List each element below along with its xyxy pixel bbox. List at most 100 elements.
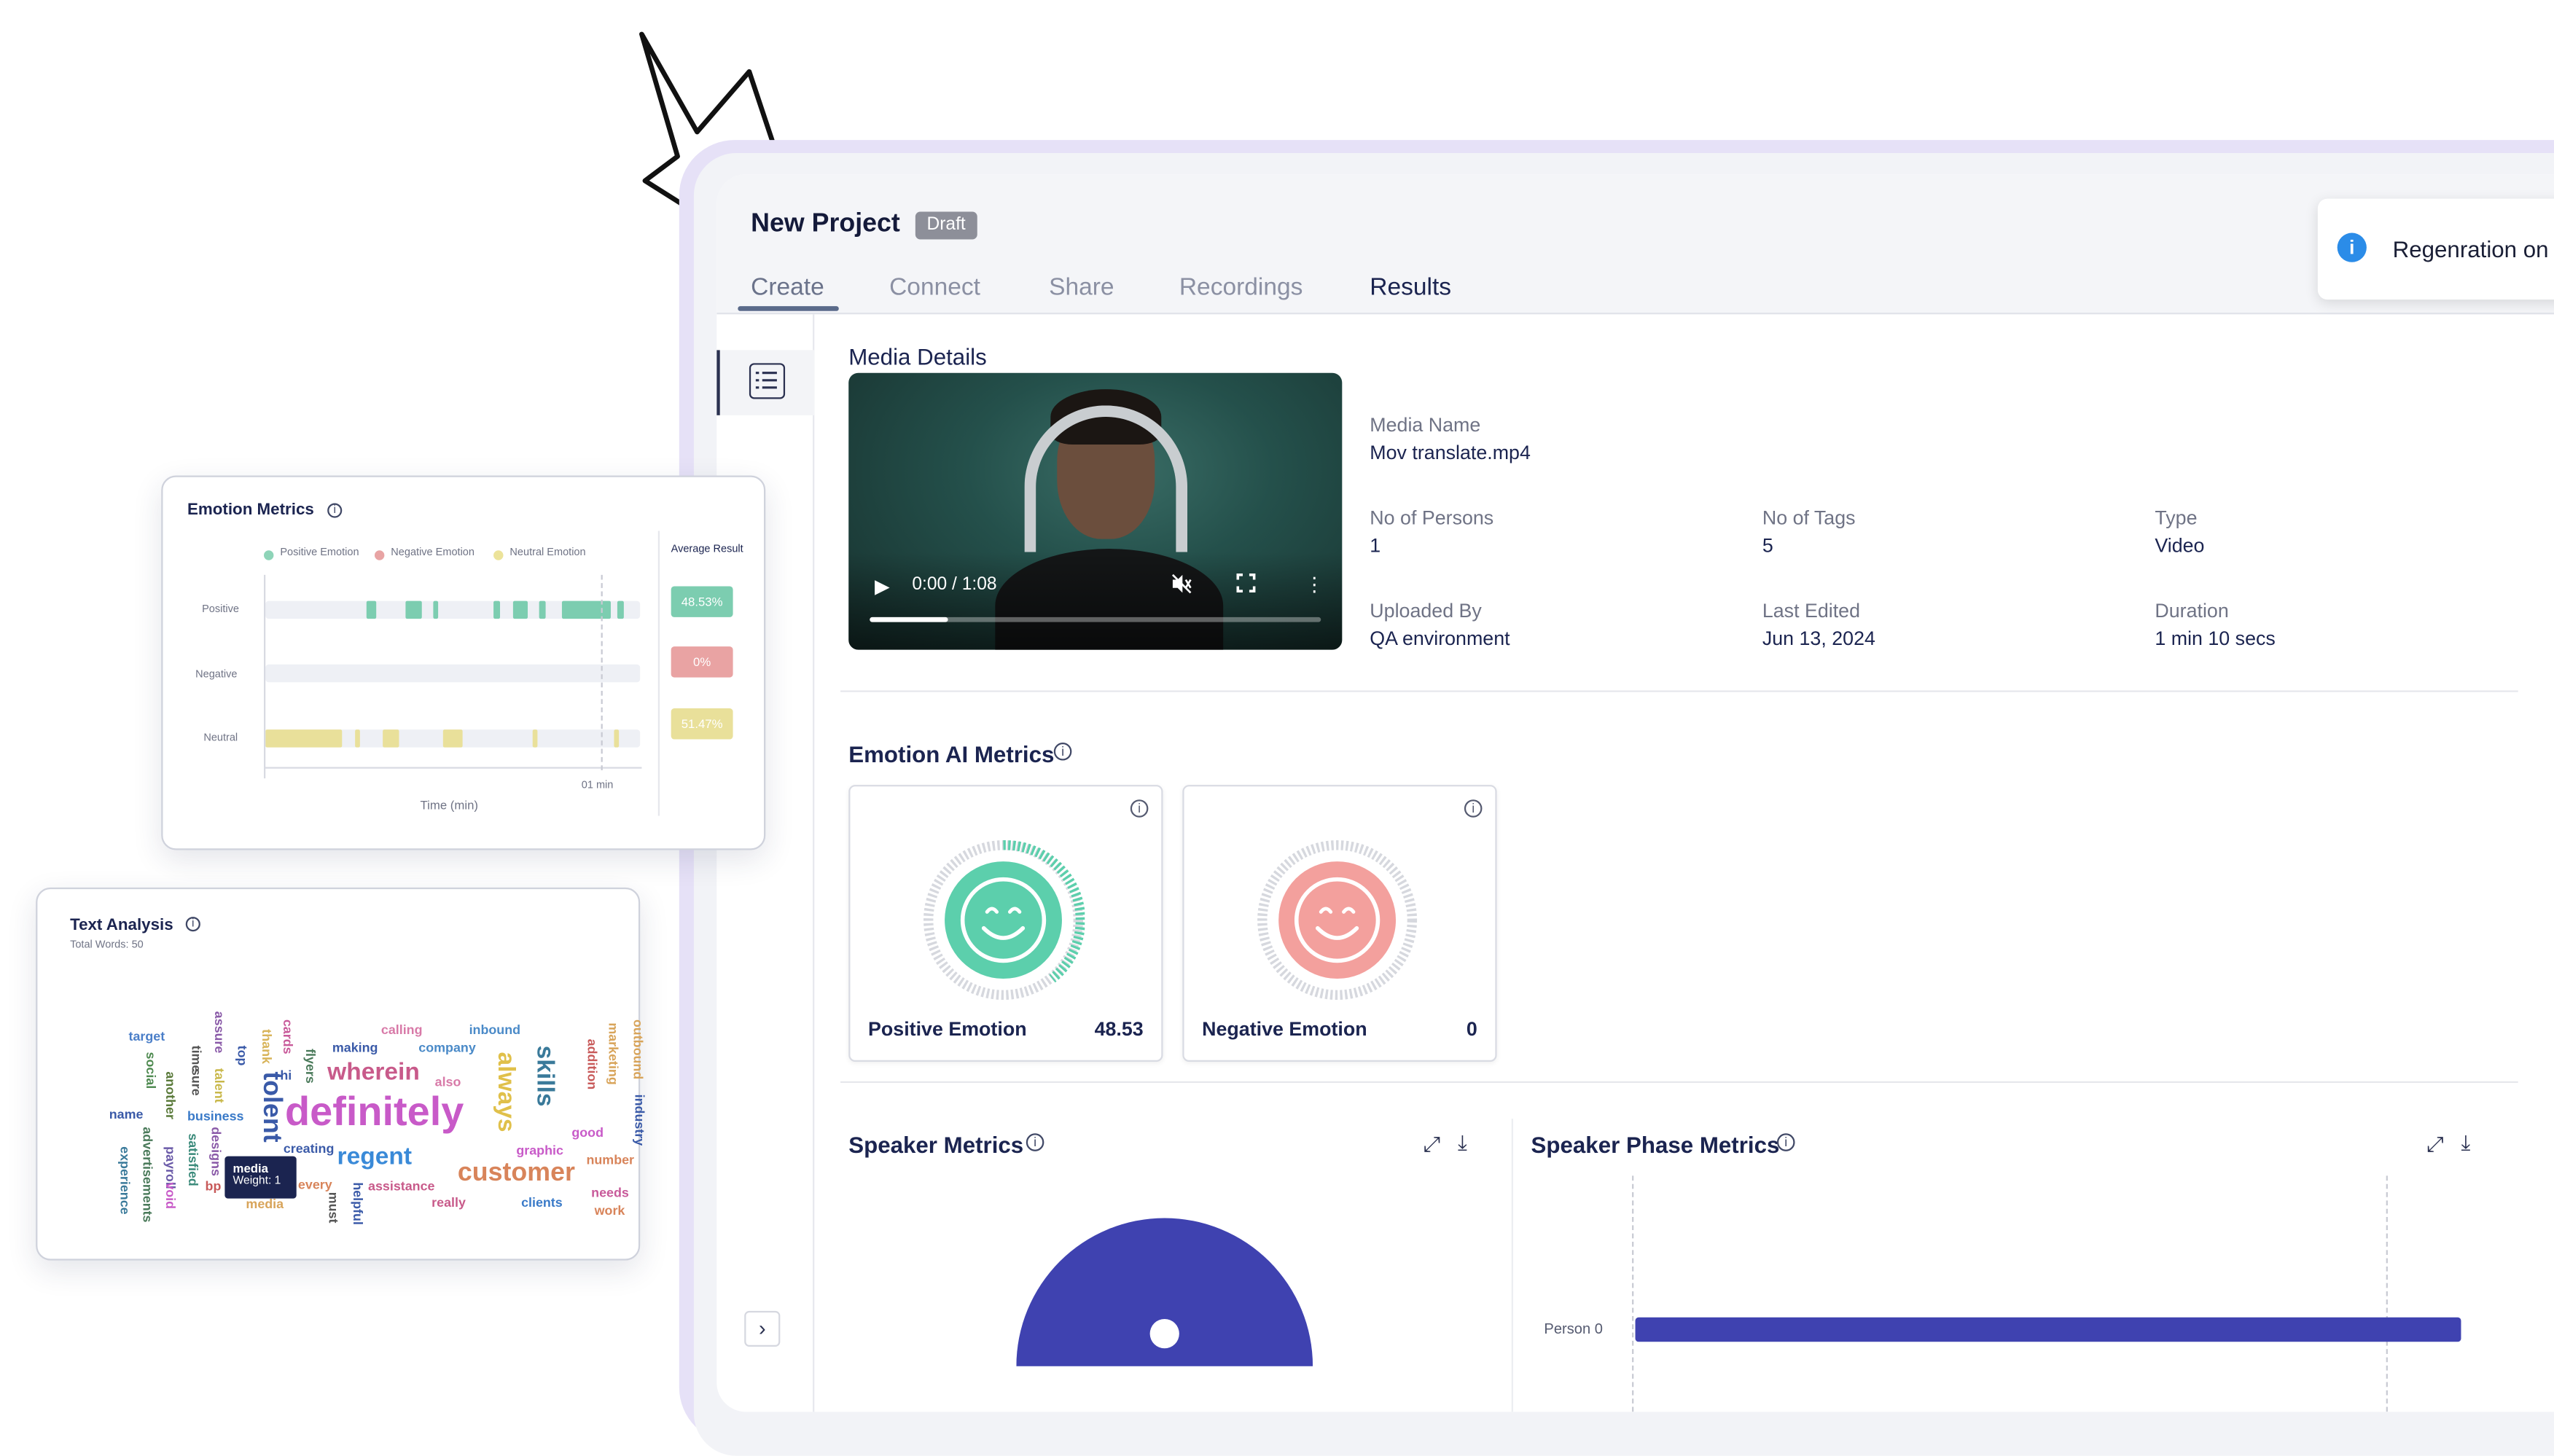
section-divider	[840, 690, 2518, 692]
word: also	[434, 1074, 461, 1089]
details-panel-button[interactable]	[716, 350, 815, 415]
word: definitely	[285, 1089, 464, 1135]
info-icon[interactable]: i	[1130, 799, 1149, 818]
word: sure	[189, 1068, 204, 1096]
info-icon[interactable]: i	[1464, 799, 1483, 818]
tab-share[interactable]: Share	[1049, 273, 1114, 302]
positive-segment	[539, 600, 546, 619]
tooltip-word: media	[233, 1161, 269, 1176]
word: talent	[211, 1068, 227, 1103]
tooltip-weight: Weight: 1	[233, 1175, 281, 1188]
word: assure	[211, 1011, 227, 1054]
expand-icon[interactable]: ⤢	[1424, 1132, 1441, 1156]
more-options-icon[interactable]: ⋮	[1304, 573, 1324, 596]
info-icon: i	[2337, 232, 2367, 262]
text-analysis-title: Text Analysis	[70, 917, 173, 935]
word-tooltip: media Weight: 1	[224, 1156, 297, 1199]
axis-line	[264, 767, 642, 769]
word: work	[594, 1203, 625, 1218]
row-label-negative: Negative	[195, 669, 238, 681]
word: graphic	[516, 1143, 563, 1158]
neutral-track	[265, 729, 641, 748]
word: must	[325, 1191, 341, 1224]
video-player[interactable]: ▶ 0:00 / 1:08 ⋮	[848, 372, 1343, 650]
word: experience	[117, 1146, 133, 1215]
download-icon[interactable]: ⤓	[2461, 1130, 2471, 1155]
neutral-segment	[265, 729, 343, 748]
word: industry	[632, 1094, 647, 1146]
video-controls-bg	[848, 552, 1343, 650]
info-icon[interactable]: i	[1026, 1133, 1044, 1151]
positive-result: 48.53%	[671, 586, 733, 617]
video-time: 0:00 / 1:08	[912, 574, 997, 595]
word: calling	[380, 1022, 423, 1038]
row-label-positive: Positive	[202, 604, 239, 616]
legend-positive-dot	[264, 550, 274, 560]
word: number	[586, 1153, 635, 1168]
fullscreen-icon[interactable]	[1236, 574, 1256, 598]
download-icon[interactable]: ⤓	[1457, 1130, 1467, 1155]
word: cards	[280, 1019, 295, 1054]
positive-segment	[512, 600, 528, 619]
word: clients	[521, 1195, 563, 1210]
video-progress[interactable]	[870, 617, 1321, 622]
neutral-segment	[355, 729, 360, 748]
mute-icon[interactable]	[1171, 574, 1192, 600]
video-progress-fill	[870, 617, 948, 622]
word: designs	[208, 1127, 224, 1176]
persons-label: No of Persons	[1370, 506, 1494, 530]
play-icon[interactable]: ▶	[874, 574, 890, 598]
word: outbound	[630, 1019, 645, 1080]
toast-text: Regenration on P	[2392, 236, 2554, 262]
duration-label: Duration	[2155, 599, 2229, 622]
word: satisfied	[185, 1133, 200, 1186]
word: creating	[283, 1141, 335, 1156]
tab-results[interactable]: Results	[1370, 273, 1452, 302]
negative-emotion-card[interactable]: i Negative Emotion 0	[1182, 785, 1497, 1062]
word: tolent	[257, 1071, 286, 1143]
tab-recordings[interactable]: Recordings	[1179, 273, 1303, 302]
tab-create[interactable]: Create	[751, 273, 824, 302]
legend-neutral: Neutral Emotion	[509, 547, 586, 559]
word: bp	[205, 1178, 222, 1194]
word: addition	[585, 1038, 600, 1090]
type-label: Type	[2155, 506, 2198, 530]
positive-face-icon	[923, 840, 1085, 1001]
info-icon[interactable]: i	[1776, 1133, 1795, 1151]
word-cloud: target social name experience advertisem…	[37, 889, 647, 1262]
x-axis-label: Time (min)	[420, 797, 478, 813]
uploaded-by-value: QA environment	[1370, 627, 1510, 650]
word: needs	[591, 1185, 629, 1200]
toast-notification[interactable]: i Regenration on P	[2317, 198, 2554, 300]
word: skills	[531, 1045, 559, 1107]
expand-icon[interactable]: ⤢	[2426, 1132, 2444, 1156]
total-words: Total Words: 50	[70, 939, 144, 952]
legend-neutral-dot	[493, 550, 504, 560]
axis-line	[264, 574, 266, 779]
negative-face-icon	[1257, 840, 1418, 1001]
positive-emotion-card[interactable]: i Positive Emotion 48.53	[848, 785, 1163, 1062]
positive-segment	[617, 600, 624, 619]
uploaded-by-label: Uploaded By	[1370, 599, 1482, 622]
tab-connect[interactable]: Connect	[889, 273, 980, 302]
negative-track	[265, 664, 641, 683]
speaker-metrics-title: Speaker Metrics	[848, 1132, 1024, 1158]
legend-negative-dot	[374, 550, 385, 560]
neutral-result: 51.47%	[671, 708, 733, 740]
word: assistance	[368, 1178, 435, 1194]
word: helpful	[350, 1182, 365, 1225]
info-icon[interactable]: i	[1053, 742, 1072, 761]
last-edited-value: Jun 13, 2024	[1762, 627, 1875, 650]
chevron-right-icon[interactable]: ›	[744, 1310, 781, 1347]
word: target	[128, 1029, 165, 1044]
word: regent	[337, 1143, 413, 1171]
word: flyers	[302, 1049, 318, 1084]
app-content: New Project Draft Create Connect Share R…	[716, 174, 2554, 1412]
info-icon[interactable]: i	[185, 917, 200, 932]
legend-negative: Negative Emotion	[391, 547, 475, 559]
tab-underline	[738, 306, 839, 311]
info-icon[interactable]: i	[327, 503, 343, 518]
word: making	[332, 1040, 378, 1056]
word: always	[491, 1052, 520, 1132]
last-edited-label: Last Edited	[1762, 599, 1861, 622]
